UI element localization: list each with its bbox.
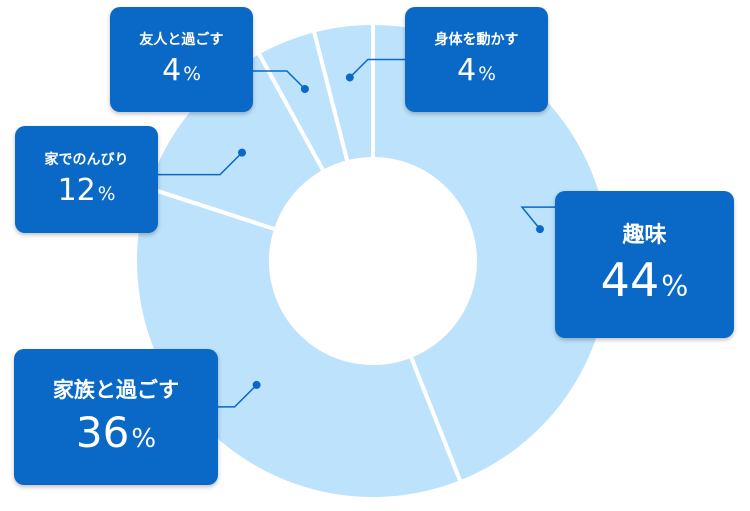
label-family-unit: % [131, 423, 157, 454]
label-relax-home-name: 家でのんびり [44, 151, 129, 168]
leader-lines [158, 58, 555, 408]
label-friends-value: 4% [162, 54, 201, 87]
label-hobby-number: 44 [600, 253, 660, 308]
label-exercise-unit: % [478, 64, 496, 86]
label-relax-home-unit: % [97, 184, 116, 206]
label-family-number: 36 [75, 407, 130, 457]
label-family: 家族と過ごす 36% [14, 349, 218, 485]
label-exercise-value: 4% [457, 54, 496, 87]
label-exercise-number: 4 [457, 53, 477, 89]
slice-exercise [311, 20, 375, 165]
label-family-name: 家族と過ごす [52, 378, 180, 403]
label-family-value: 36% [75, 407, 157, 457]
label-exercise-name: 身体を動かす [434, 31, 519, 48]
leader-dot-exercise [345, 73, 354, 82]
label-friends: 友人と過ごす 4% [110, 7, 253, 112]
leader-dot-relax-home [238, 148, 247, 157]
leader-line-relax-home [158, 152, 243, 176]
label-relax-home: 家でのんびり 12% [15, 126, 158, 233]
label-relax-home-number: 12 [57, 173, 96, 209]
donut-slices [133, 20, 613, 501]
leader-line-exercise [349, 58, 405, 78]
label-friends-unit: % [183, 64, 201, 86]
leader-line-friends [253, 70, 306, 90]
leader-dot-hobby [535, 225, 544, 234]
label-exercise: 身体を動かす 4% [405, 7, 548, 112]
leader-dot-family [252, 380, 261, 389]
label-hobby: 趣味 44% [555, 191, 734, 338]
leader-line-hobby [520, 206, 555, 230]
leader-dot-friends [300, 84, 309, 93]
leader-line-family [218, 384, 258, 408]
label-friends-number: 4 [162, 53, 182, 89]
label-friends-name: 友人と過ごす [139, 31, 224, 48]
label-relax-home-value: 12% [58, 174, 116, 207]
label-hobby-name: 趣味 [622, 223, 667, 248]
label-hobby-value: 44% [601, 255, 689, 306]
label-hobby-unit: % [661, 270, 689, 304]
